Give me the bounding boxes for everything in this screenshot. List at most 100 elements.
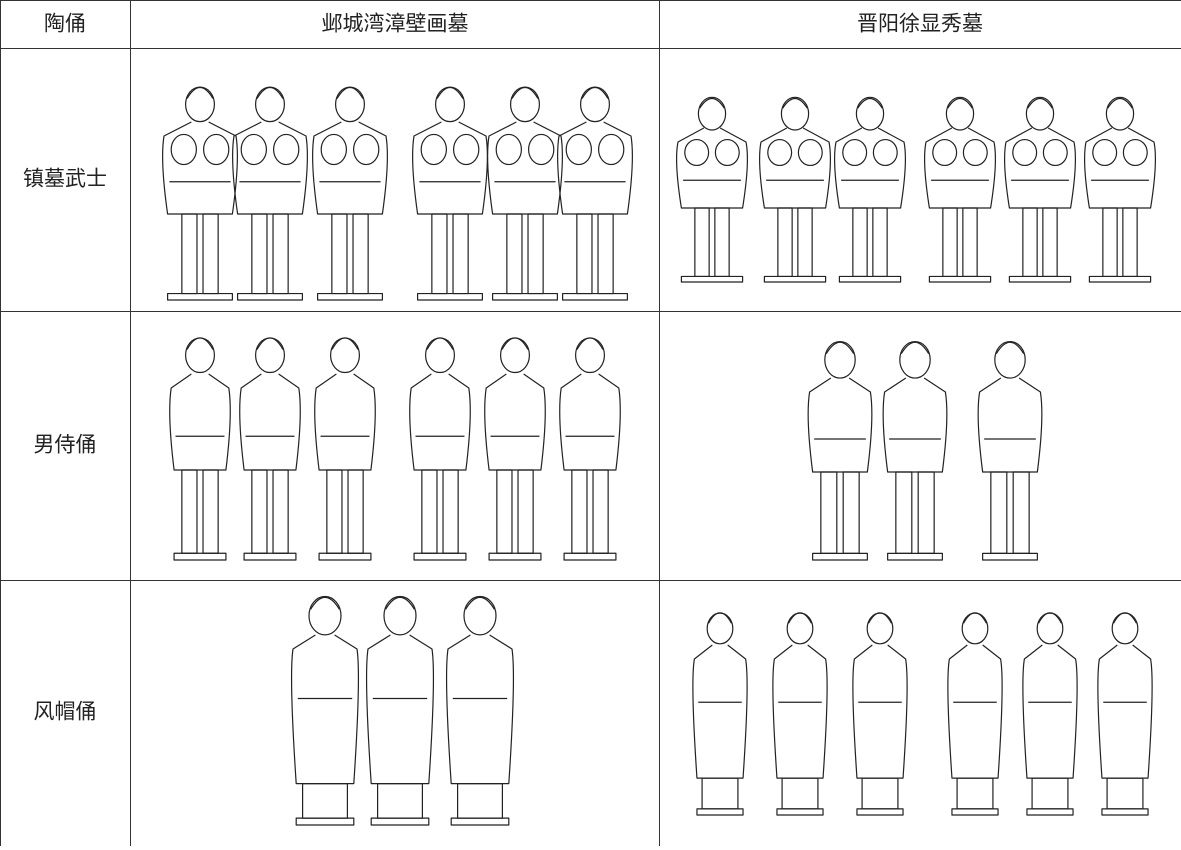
figure-part	[808, 378, 872, 472]
figure-part	[257, 87, 283, 98]
figure-part	[292, 635, 359, 784]
figure-part	[702, 778, 738, 809]
figure-part	[413, 122, 488, 214]
figure-part	[203, 470, 218, 553]
figurine	[835, 97, 906, 282]
figure-part	[896, 472, 912, 553]
figure-part	[386, 597, 415, 609]
figurine	[367, 597, 434, 826]
header-cell: 晋阳徐显秀墓	[857, 12, 983, 36]
figurine	[170, 338, 231, 560]
figure-part	[174, 553, 226, 560]
figure-part	[978, 378, 1042, 472]
figure-part	[1009, 276, 1070, 282]
figure-part	[171, 134, 196, 164]
figure-part	[410, 374, 471, 470]
figure-part	[186, 87, 215, 122]
figure-part	[432, 214, 447, 294]
figurine	[808, 342, 872, 560]
figurine	[677, 97, 748, 282]
figure-part	[918, 472, 934, 553]
figure-part	[962, 613, 988, 644]
figure-part	[512, 87, 538, 98]
figure-part	[256, 338, 285, 373]
figure-part	[760, 128, 831, 208]
figure-part	[1027, 809, 1073, 815]
figure-part	[427, 338, 453, 350]
figure-part	[367, 635, 434, 784]
figure-part	[240, 374, 301, 470]
figure-part	[862, 778, 898, 809]
figurine	[410, 338, 471, 560]
figure-part	[788, 613, 811, 624]
figure-part	[707, 613, 733, 644]
figure-part	[501, 338, 530, 373]
figure-part	[697, 809, 743, 815]
figure-part	[1107, 778, 1143, 809]
figure-part	[853, 208, 867, 276]
figurine	[1005, 97, 1076, 282]
figurine	[292, 597, 359, 826]
figure-part	[1089, 276, 1150, 282]
figure-part	[843, 140, 867, 166]
figure-part	[182, 214, 197, 294]
figure-part	[599, 134, 624, 164]
figure-part	[507, 214, 522, 294]
figurine	[760, 97, 831, 282]
figure-part	[1123, 140, 1147, 166]
figurine	[693, 613, 747, 815]
figure-part	[1028, 99, 1052, 109]
figure-part	[695, 208, 709, 276]
figure-part	[952, 809, 998, 815]
figure-part	[496, 134, 521, 164]
figure-part	[593, 470, 608, 553]
figure-part	[577, 338, 603, 350]
figure-part	[318, 294, 383, 300]
figure-part	[256, 87, 285, 122]
figurine	[853, 613, 907, 815]
figure-part	[170, 374, 231, 470]
header-cell: 陶俑	[44, 12, 86, 36]
figure-part	[581, 87, 610, 122]
figure-part	[241, 134, 266, 164]
figure-part	[566, 134, 591, 164]
figure-part	[458, 784, 503, 819]
figure-part	[698, 97, 725, 130]
figure-part	[511, 87, 540, 122]
figure-part	[354, 134, 379, 164]
row-label: 镇墓武士	[23, 167, 107, 191]
figure-part	[313, 122, 388, 214]
figure-part	[1037, 613, 1063, 644]
figure-part	[414, 553, 466, 560]
figure-part	[489, 553, 541, 560]
figure-part	[315, 374, 376, 470]
figure-part	[332, 214, 347, 294]
figure-part	[203, 214, 218, 294]
figure-part	[1038, 613, 1061, 624]
figure-part	[348, 470, 363, 553]
figure-part	[371, 818, 429, 825]
figure-part	[853, 645, 907, 778]
figure-part	[309, 597, 341, 635]
figure-part	[901, 342, 928, 353]
figure-part	[421, 134, 446, 164]
figure-part	[991, 472, 1007, 553]
figurine	[773, 613, 827, 815]
figurine	[485, 338, 546, 560]
figure-part	[327, 470, 342, 553]
figure-part	[1123, 208, 1137, 276]
figure-part	[798, 140, 822, 166]
figure-part	[493, 294, 558, 300]
figure-part	[1005, 128, 1076, 208]
figure-part	[1103, 208, 1117, 276]
figure-part	[1085, 128, 1156, 208]
figurine	[488, 87, 563, 300]
figure-part	[857, 809, 903, 815]
figure-part	[782, 778, 818, 809]
figure-part	[529, 134, 554, 164]
figure-part	[502, 338, 528, 350]
figurine	[560, 338, 621, 560]
figure-part	[443, 470, 458, 553]
